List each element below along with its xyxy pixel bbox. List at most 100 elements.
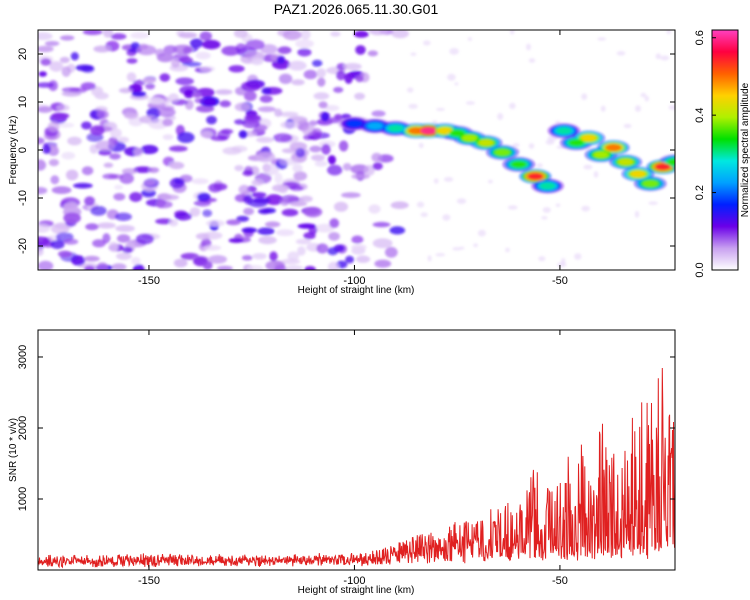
signal-point [618,158,634,166]
noise-blob [133,166,153,173]
signal-point [605,144,622,152]
noise-blob [263,164,280,176]
noise-blob [118,87,133,94]
signal-point [367,122,383,130]
noise-blob [297,223,317,229]
noise-blob [178,32,198,39]
signal-point [408,127,424,135]
signal-point [556,127,572,135]
noise-blob [114,184,123,190]
noise-blob [278,73,293,85]
noise-blob [318,101,328,109]
noise-blob [264,221,281,228]
noise-blob [316,68,327,78]
signal-point [539,182,556,190]
noise-blob [159,73,171,82]
noise-blob [195,51,211,60]
colorbar: 0.0 0.2 0.4 0.6 Normalized spectral amplitu… [694,29,750,278]
noise-blob [71,255,86,266]
noise-blob [228,65,245,73]
noise-blob [274,172,283,184]
noise-blob [111,263,127,270]
noise-blob [526,43,531,51]
noise-blob [238,184,250,195]
noise-blob [83,255,100,262]
noise-blob [416,201,425,208]
noise-blob [367,50,378,57]
noise-blob [338,140,349,152]
signal-point [527,172,543,180]
noise-blob [50,240,65,249]
noise-blob [213,183,228,191]
noise-blob [158,107,176,118]
noise-blob [163,45,178,55]
noise-blob [435,253,446,257]
noise-blob [487,179,493,184]
noise-blob [278,158,298,166]
colorbar-ticks: 0.0 0.2 0.4 0.6 [694,30,716,278]
noise-blob [261,87,272,95]
noise-blob [251,192,267,198]
noise-blob [38,159,46,170]
noise-blob [288,60,307,71]
noise-blob [115,225,135,232]
noise-blob [168,93,179,103]
noise-blob [219,100,231,108]
noise-blob [38,223,51,233]
noise-blob [256,136,274,143]
snr-plot-area [38,330,675,570]
noise-blob [321,112,330,122]
noise-blob [297,246,306,256]
noise-blob [245,39,265,50]
noise-blob [191,178,209,185]
noise-blob [194,97,205,104]
noise-blob [616,51,626,56]
spectrogram-y-tick-label: 10 [17,96,29,108]
noise-blob [341,192,361,199]
noise-blob [234,165,244,172]
noise-blob [95,140,115,151]
noise-blob [275,229,295,237]
noise-blob [174,212,192,221]
noise-blob [304,266,316,270]
snr-y-axis-title: SNR (10 * v/v) [8,418,19,482]
noise-blob [102,173,119,180]
chart-title: PAZ1.2026.065.11.30.G01 [274,1,439,17]
noise-blob [324,105,340,111]
noise-blob [644,95,649,102]
noise-blob [255,151,276,163]
colorbar-gradient [712,30,738,270]
noise-blob [545,139,555,145]
noise-blob [423,40,431,46]
noise-blob [96,262,109,270]
noise-blob [327,261,340,270]
noise-blob [372,221,391,228]
noise-blob [216,265,233,270]
noise-blob [126,72,137,82]
noise-blob [433,178,439,184]
noise-blob [189,207,201,217]
noise-blob [108,241,119,252]
noise-blob [300,30,311,40]
noise-blob [252,253,267,260]
snr-series-line [38,367,675,569]
noise-blob [175,77,194,86]
noise-blob [126,58,138,64]
noise-blob [221,45,241,56]
noise-blob [297,48,312,57]
noise-blob [70,52,79,61]
noise-blob [228,238,244,243]
noise-blob [226,219,241,226]
noise-blob [354,92,366,100]
noise-blob [291,79,305,86]
noise-blob [668,105,675,110]
noise-blob [80,82,96,91]
noise-blob [199,31,212,41]
noise-blob [309,145,322,153]
noise-blob [38,45,54,53]
noise-blob [192,92,202,98]
noise-blob [389,226,406,235]
noise-blob [144,180,156,186]
noise-blob [477,229,486,237]
